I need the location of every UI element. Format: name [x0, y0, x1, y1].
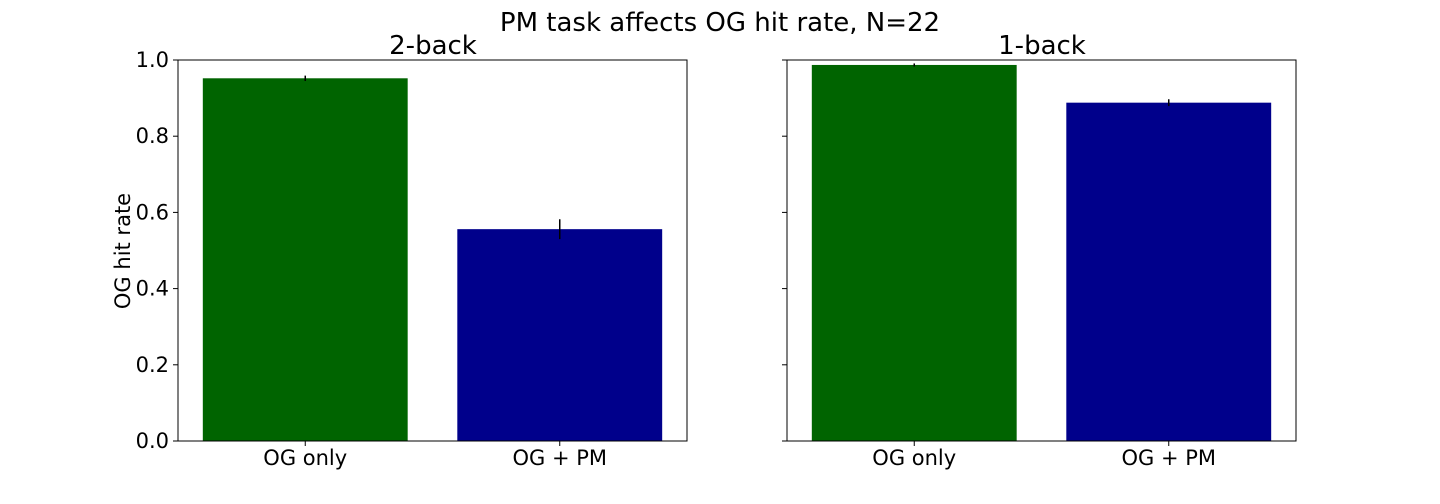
figure-suptitle: PM task affects OG hit rate, N=22 — [500, 8, 940, 38]
chart-title: 2-back — [389, 31, 477, 61]
y-tick-label: 0.6 — [136, 200, 169, 224]
bar — [1066, 102, 1272, 442]
x-tick-label: OG + PM — [1121, 446, 1216, 470]
x-tick-label: OG + PM — [512, 446, 607, 470]
chart-title: 1-back — [998, 31, 1086, 61]
y-tick-label: 0.8 — [136, 124, 169, 148]
chart-panel-1-back: 1-back OG only OG + PM — [782, 31, 1297, 470]
chart-panel-2-back: 2-back OG hit rate OG only OG + PM 0.0 0.2 0… — [111, 31, 688, 470]
plot-frame — [786, 59, 1297, 442]
x-tick-label: OG only — [872, 446, 956, 470]
plot-frame — [177, 59, 688, 442]
bar — [202, 78, 408, 441]
y-tick-label: 0.4 — [136, 277, 169, 301]
y-tick-label: 1.0 — [136, 48, 169, 72]
bar — [457, 229, 663, 441]
y-tick-label: 0.0 — [136, 429, 169, 453]
y-tick-label: 0.2 — [136, 353, 169, 377]
x-tick-label: OG only — [263, 446, 347, 470]
bar — [811, 64, 1017, 441]
y-axis-label: OG hit rate — [111, 193, 135, 309]
